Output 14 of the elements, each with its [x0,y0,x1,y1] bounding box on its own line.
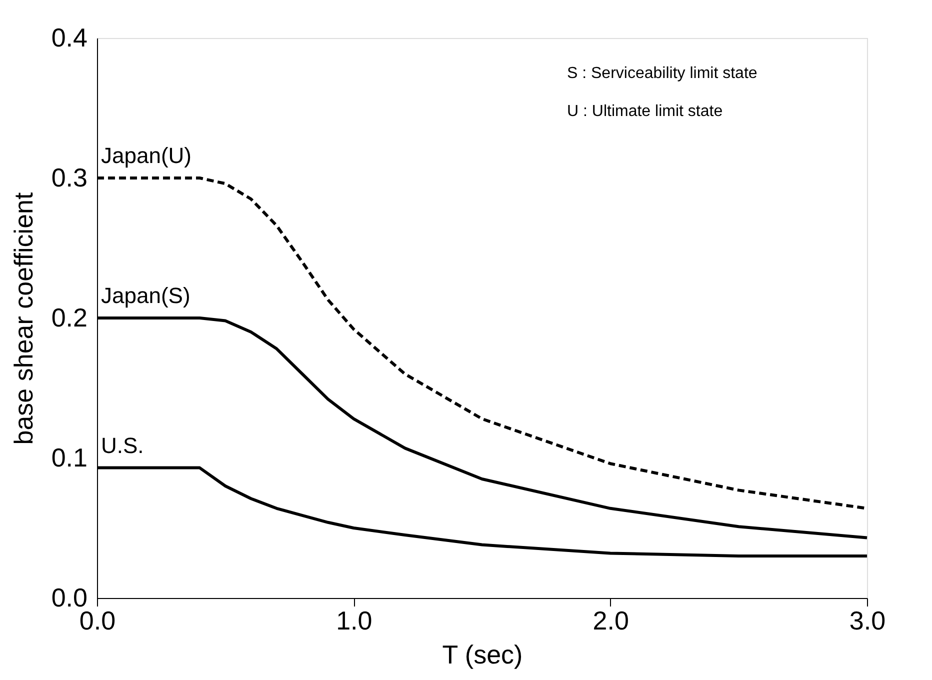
y-tick-label: 0.2 [51,302,88,332]
x-tick-label: 2.0 [592,606,629,636]
x-tick-label: 1.0 [336,606,372,636]
annotation: U : Ultimate limit state [567,103,723,120]
annotation: S : Serviceability limit state [567,65,758,82]
x-axis-title: T (sec) [442,640,523,670]
y-tick-label: 0.4 [51,22,88,52]
series-label: U.S. [101,432,144,458]
y-tick-label: 0.1 [51,442,88,472]
series-label: Japan(U) [101,143,192,168]
y-tick-label: 0.3 [51,162,88,192]
series-label: Japan(S) [101,283,190,308]
x-tick-label: 3.0 [849,606,886,636]
y-axis-title: base shear coefficient [8,192,38,445]
